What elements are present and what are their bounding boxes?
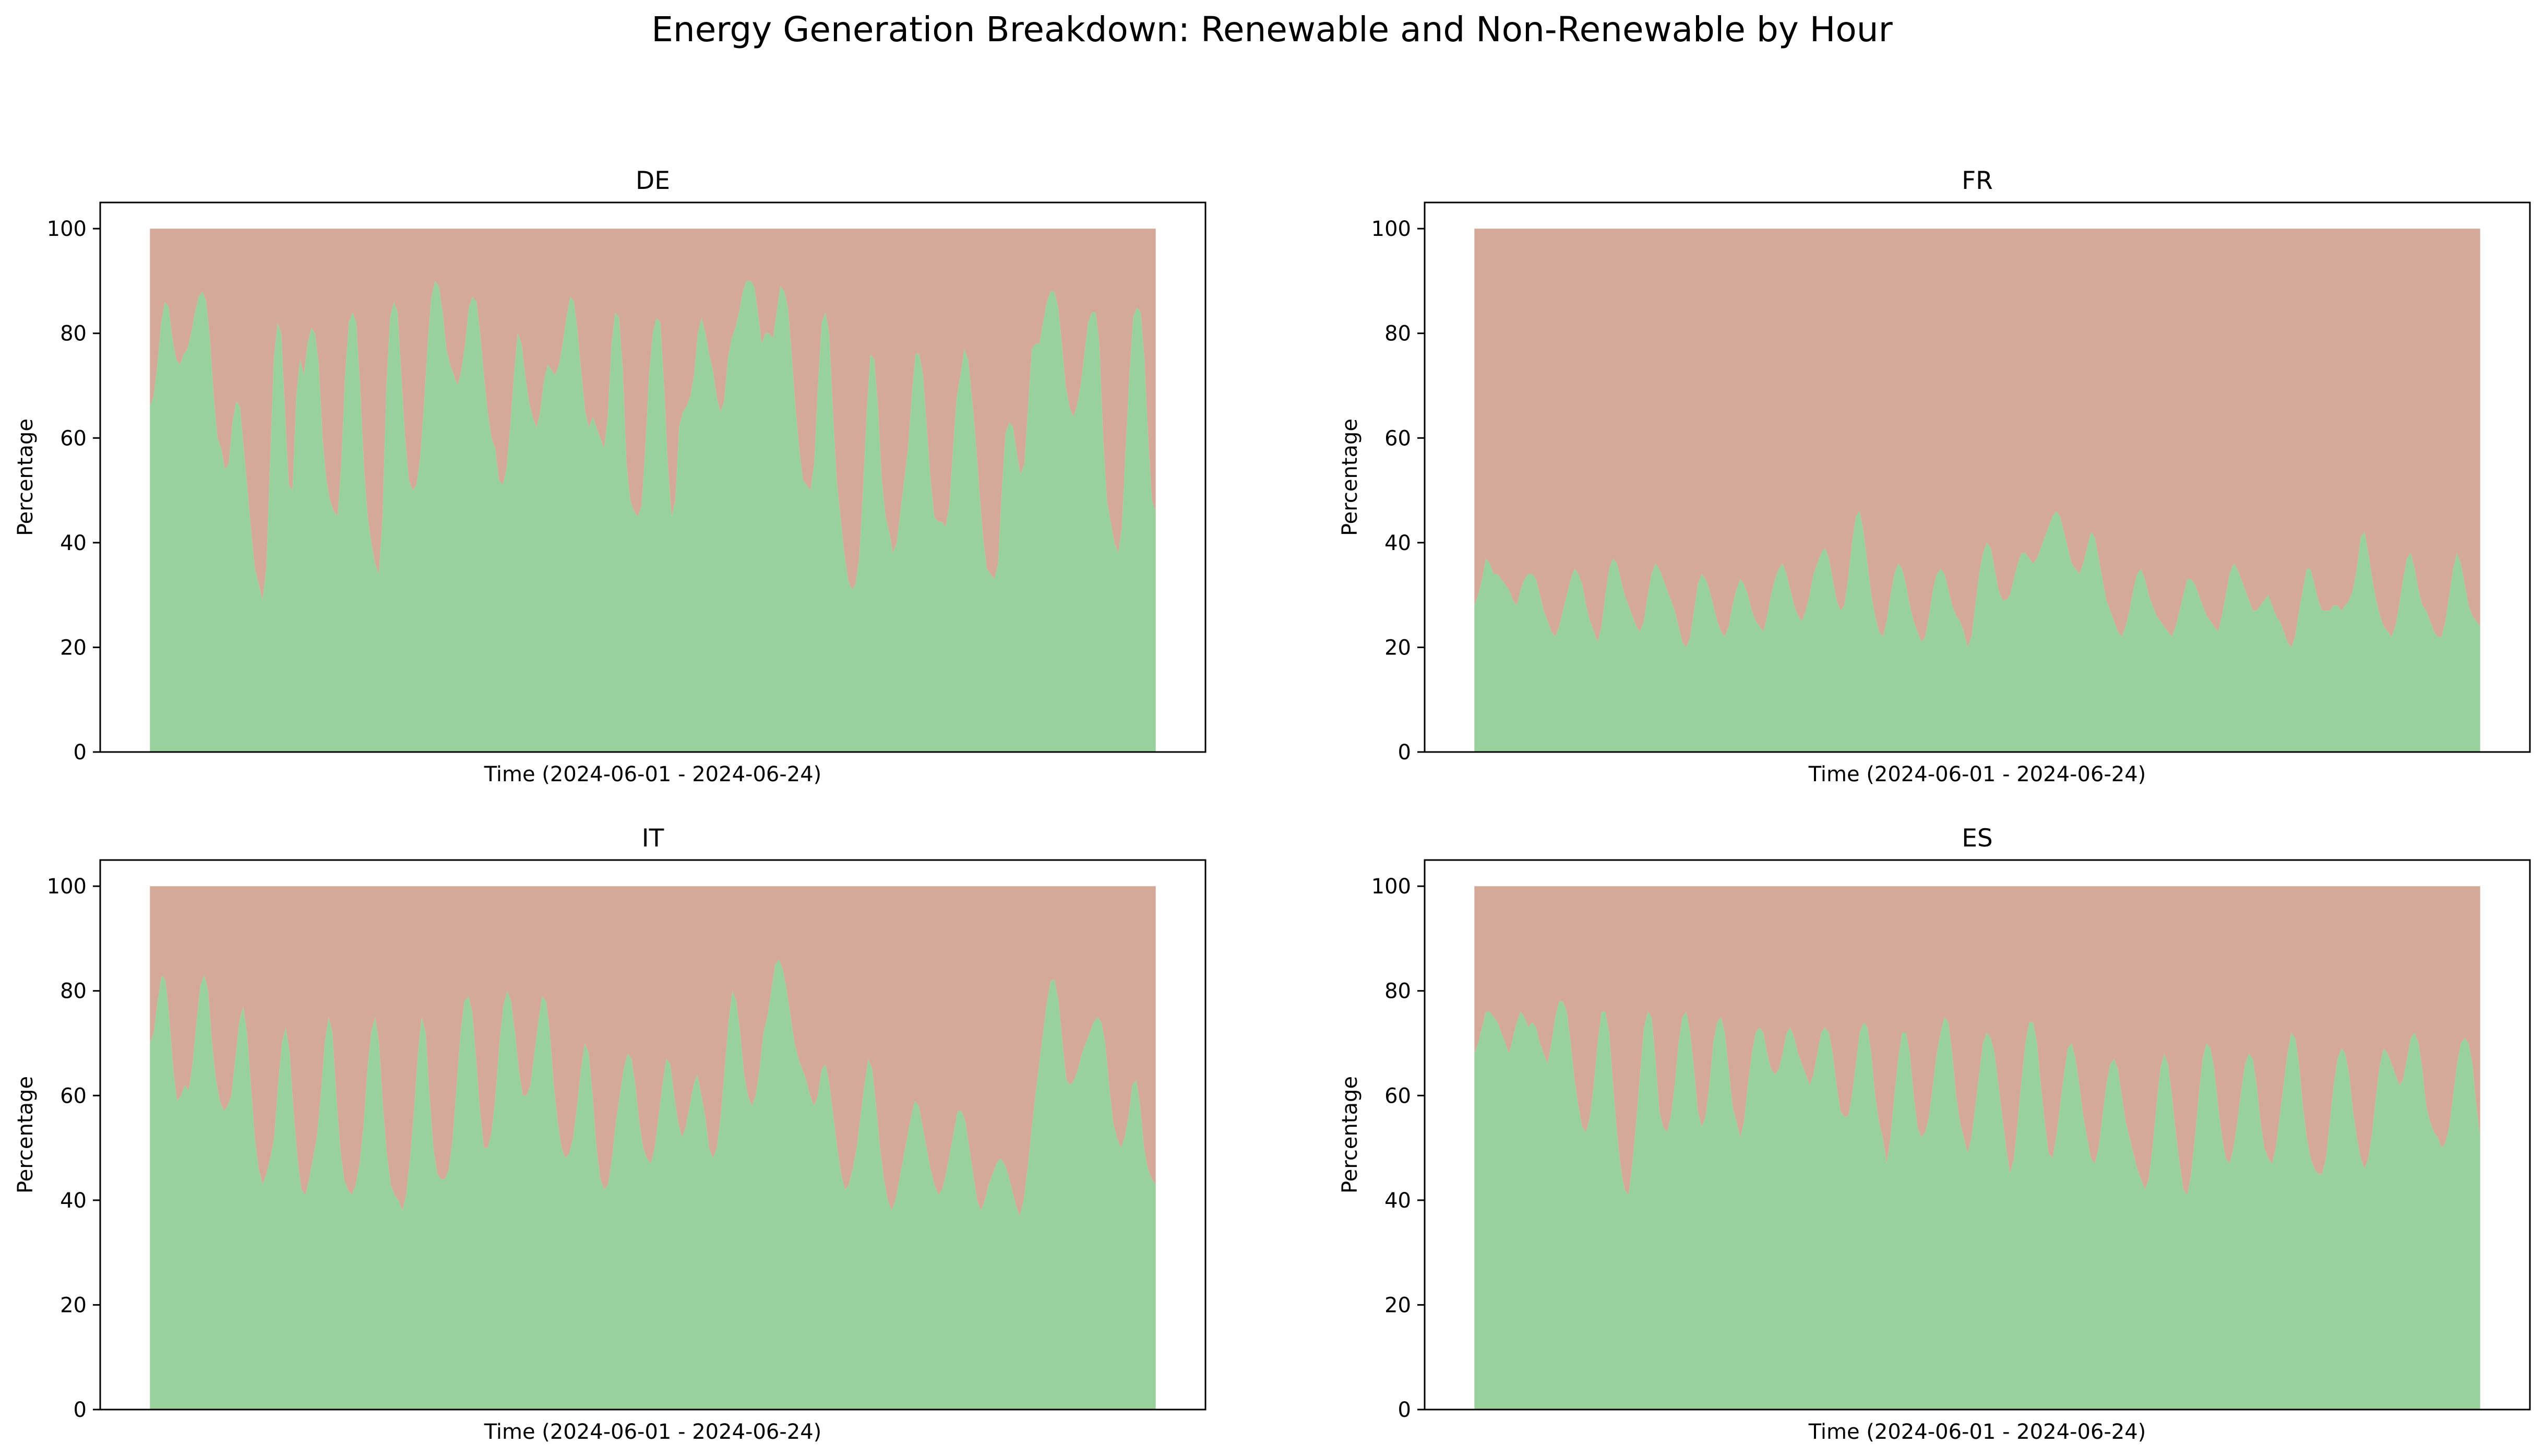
y-tick-label: 80 — [1384, 980, 1411, 1004]
y-tick-label: 60 — [1384, 426, 1411, 450]
renewable-area — [150, 281, 1156, 752]
y-tick-label: 60 — [60, 1084, 87, 1108]
y-tick-label: 40 — [60, 1189, 87, 1213]
y-axis-label: Percentage — [1338, 419, 1362, 536]
y-tick-label: 60 — [60, 426, 87, 450]
chart-fr: 0 20 40 60 80 100 FR Time (2024-06-01 - 2024-06… — [1338, 166, 2531, 786]
y-tick-label: 0 — [1398, 1398, 1411, 1422]
non-renewable-area — [1474, 886, 2480, 1195]
y-tick-label: 80 — [60, 980, 87, 1004]
y-tick-label: 40 — [1384, 1189, 1411, 1213]
chart-title: FR — [1962, 166, 1993, 195]
axes-frame — [1424, 859, 2531, 1411]
y-axis-label: Percentage — [14, 1076, 38, 1194]
non-renewable-area — [1474, 229, 2480, 648]
chart-de: 0 20 40 60 80 100 DE Time (2024-06-01 - 2024-06… — [14, 166, 1207, 786]
non-renewable-area — [150, 229, 1156, 601]
renewable-area — [150, 959, 1156, 1410]
y-tick-label: 20 — [60, 636, 87, 660]
y-tick-label: 20 — [60, 1293, 87, 1317]
y-tick-label: 20 — [1384, 636, 1411, 660]
renewable-area — [1474, 511, 2480, 752]
y-tick-label: 0 — [74, 1398, 87, 1422]
x-axis-label: Time (2024-06-01 - 2024-06-24) — [484, 762, 822, 786]
x-axis-label: Time (2024-06-01 - 2024-06-24) — [1808, 762, 2146, 786]
x-axis-label: Time (2024-06-01 - 2024-06-24) — [1808, 1420, 2146, 1444]
y-tick-label: 100 — [1371, 217, 1411, 241]
non-renewable-area — [150, 886, 1156, 1216]
chart-title: IT — [642, 824, 664, 853]
y-tick-label: 100 — [47, 875, 87, 899]
y-axis-label: Percentage — [14, 419, 38, 536]
y-tick-label: 0 — [1398, 741, 1411, 765]
y-tick-label: 100 — [47, 217, 87, 241]
x-axis-label: Time (2024-06-01 - 2024-06-24) — [484, 1420, 822, 1444]
chart-title: ES — [1962, 824, 1993, 853]
chart-title: DE — [636, 166, 670, 195]
y-tick-label: 40 — [1384, 531, 1411, 555]
y-tick-label: 80 — [60, 322, 87, 346]
y-tick-label: 40 — [60, 531, 87, 555]
chart-es: 0 20 40 60 80 100 ES Time (2024-06-01 - 2024-06… — [1338, 824, 2531, 1444]
y-tick-label: 20 — [1384, 1293, 1411, 1317]
y-tick-label: 100 — [1371, 875, 1411, 899]
y-axis-label: Percentage — [1338, 1076, 1362, 1194]
axes-frame — [99, 201, 1207, 753]
renewable-area — [1474, 1001, 2480, 1410]
chart-it: 0 20 40 60 80 100 IT Time (2024-06-01 - 2024-06… — [14, 824, 1207, 1444]
axes-frame — [1424, 201, 2531, 753]
y-tick-label: 0 — [74, 741, 87, 765]
y-tick-label: 60 — [1384, 1084, 1411, 1108]
y-tick-label: 80 — [1384, 322, 1411, 346]
axes-frame — [99, 859, 1207, 1411]
figure-title: Energy Generation Breakdown: Renewable a… — [651, 9, 1893, 50]
